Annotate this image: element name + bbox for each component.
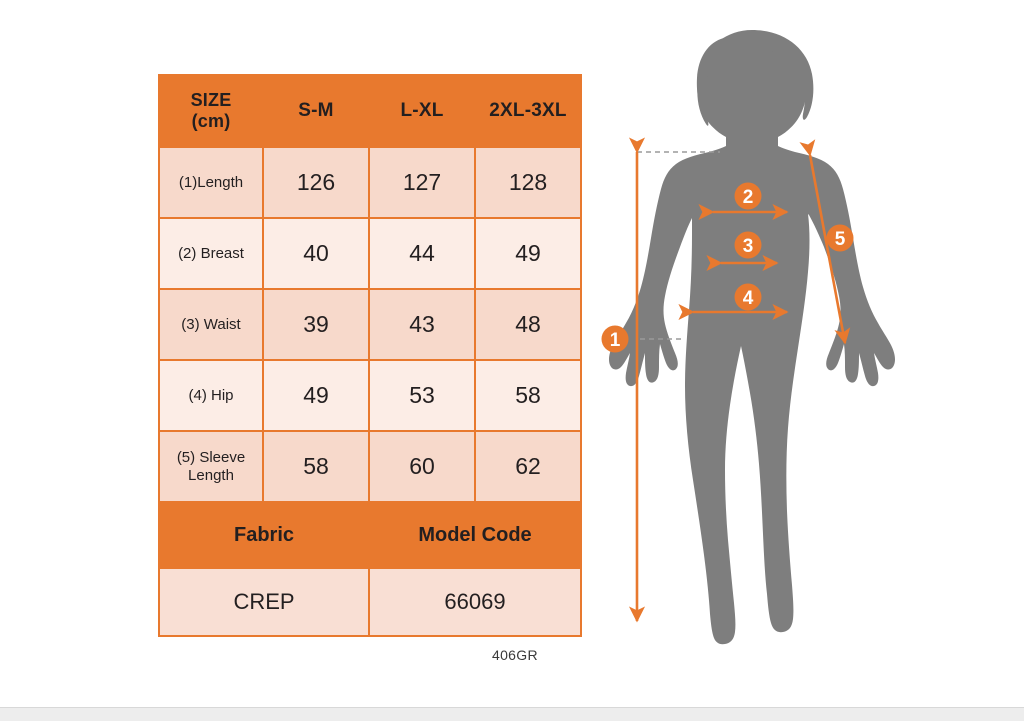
header-col-s-m: S-M <box>262 74 370 148</box>
header-size-line2: (cm) <box>191 111 231 131</box>
cell-waist-s-m: 39 <box>262 288 370 361</box>
header-size-line1: SIZE <box>190 89 232 110</box>
cell-breast-s-m: 40 <box>262 217 370 290</box>
female-silhouette-icon <box>609 30 895 645</box>
cell-hip-s-m: 49 <box>262 359 370 432</box>
row-label-waist: (3) Waist <box>158 288 264 361</box>
row-label-hip: (4) Hip <box>158 359 264 432</box>
cell-sleeve-s-m: 58 <box>262 430 370 503</box>
measure-badge-2: 2 <box>734 182 762 210</box>
table-row: (4) Hip 49 53 58 <box>158 359 582 432</box>
cell-length-l-xl: 127 <box>368 146 476 219</box>
model-reference-caption: 406GR <box>492 647 538 663</box>
cell-length-2xl-3xl: 128 <box>474 146 582 219</box>
cell-breast-2xl-3xl: 49 <box>474 217 582 290</box>
cell-sleeve-l-xl: 60 <box>368 430 476 503</box>
footer-header-fabric: Fabric <box>158 501 370 569</box>
window-bottom-strip <box>0 707 1024 721</box>
measure-badge-3-label: 3 <box>743 236 754 257</box>
measure-badge-5: 5 <box>826 224 854 252</box>
table-header-row: SIZE (cm) S-M L-XL 2XL-3XL <box>158 74 582 148</box>
footer-value-fabric: CREP <box>158 567 370 637</box>
cell-sleeve-2xl-3xl: 62 <box>474 430 582 503</box>
table-row: (1)Length 126 127 128 <box>158 146 582 219</box>
cell-waist-l-xl: 43 <box>368 288 476 361</box>
footer-value-model-code: 66069 <box>368 567 582 637</box>
measure-badge-3: 3 <box>734 231 762 259</box>
cell-length-s-m: 126 <box>262 146 370 219</box>
row-label-length: (1)Length <box>158 146 264 219</box>
measure-badge-2-label: 2 <box>743 187 754 208</box>
table-row: (5) Sleeve Length 58 60 62 <box>158 430 582 503</box>
cell-hip-2xl-3xl: 58 <box>474 359 582 432</box>
footer-header-row: Fabric Model Code <box>158 501 582 569</box>
cell-hip-l-xl: 53 <box>368 359 476 432</box>
measure-badge-4-label: 4 <box>743 288 754 309</box>
footer-header-model-code: Model Code <box>368 501 582 569</box>
footer-value-row: CREP 66069 <box>158 567 582 637</box>
header-size-unit: SIZE (cm) <box>158 74 264 148</box>
cell-breast-l-xl: 44 <box>368 217 476 290</box>
header-col-l-xl: L-XL <box>368 74 476 148</box>
header-col-2xl-3xl: 2XL-3XL <box>474 74 582 148</box>
cell-waist-2xl-3xl: 48 <box>474 288 582 361</box>
measure-arrow-sleeve <box>799 139 851 345</box>
row-label-sleeve-length: (5) Sleeve Length <box>158 430 264 503</box>
measure-badge-4: 4 <box>734 283 762 311</box>
size-chart-table: SIZE (cm) S-M L-XL 2XL-3XL (1)Length 126… <box>158 74 582 637</box>
row-label-breast: (2) Breast <box>158 217 264 290</box>
table-row: (3) Waist 39 43 48 <box>158 288 582 361</box>
measure-badge-1-label: 1 <box>610 330 621 351</box>
measurement-diagram: 1 2 3 4 5 <box>596 24 916 664</box>
table-row: (2) Breast 40 44 49 <box>158 217 582 290</box>
measure-badge-1: 1 <box>601 325 629 353</box>
measure-badge-5-label: 5 <box>835 229 846 250</box>
